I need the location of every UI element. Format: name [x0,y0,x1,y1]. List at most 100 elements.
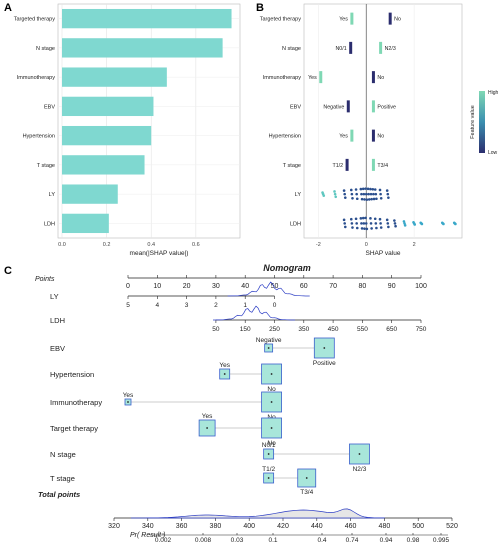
variable-tick-label: 650 [386,326,397,333]
points-tick-label: 40 [241,283,249,290]
feature-label: Targeted therapy [260,17,302,23]
probability-tick-label: 0.1 [268,537,277,544]
bar [62,96,154,117]
shap-point [350,222,354,225]
shap-point [393,219,396,222]
category-label: EBV [44,104,55,110]
shap-point [366,187,370,191]
feature-label: Immunotherapy [263,75,301,81]
shap-point [386,222,390,225]
level-dot [267,477,270,479]
variable-tick-label: 4 [155,302,159,309]
bar [62,67,167,87]
points-tick-label: 10 [153,283,161,290]
level-label: No [267,414,276,421]
shap-marker [345,158,349,171]
level-label: Negative [256,337,282,344]
shap-marker [388,12,392,25]
total-tick-label: 360 [176,523,188,530]
shap-point [370,197,373,201]
probability-label: Pr( Result ) [130,532,165,539]
level-label: Yes [219,362,230,369]
shap-point [359,217,363,220]
shap-point [370,227,373,230]
shap-group-label: Yes [339,134,348,140]
variable-tick-label: 750 [416,326,427,333]
shap-point [374,192,378,196]
plot-area [303,3,463,239]
level-label: T1/2 [262,466,275,473]
shap-point [442,222,445,226]
shap-point [385,189,389,192]
shap-point [355,226,359,230]
shap-point [374,222,378,225]
shap-group-label: No [394,17,401,23]
panel-label-a: A [4,2,12,14]
density-curve [227,281,310,297]
panel-label-b: B [256,2,264,14]
shap-point [342,189,346,192]
level-dot [358,453,361,455]
legend-colorbar [479,91,485,153]
total-density [130,508,385,519]
x-tick-label: 0.6 [192,242,200,248]
category-label: N stage [36,46,55,52]
total-tick-label: 340 [142,523,154,530]
shap-point [369,187,372,191]
probability-tick-label: 0.4 [317,537,326,544]
variable-tick-label: 150 [240,326,251,333]
probability-tick-label: 0.008 [195,537,212,544]
points-tick-label: 30 [212,283,220,290]
panel-label-c: C [4,265,12,277]
x-tick-label: 0.4 [147,242,155,248]
shap-marker [349,41,353,54]
x-tick-label: 0.2 [103,242,111,248]
feature-label: LY [295,192,302,198]
points-tick-label: 80 [359,283,367,290]
variable-tick-label: 0 [273,302,277,309]
level-label: N2/3 [353,466,367,473]
level-dot [267,453,270,455]
probability-tick-label: 0.995 [433,537,450,544]
shap-point [379,197,383,200]
shap-point [342,218,346,222]
feature-label: EBV [290,104,301,110]
shap-point [454,222,457,226]
shap-group-label: N2/3 [385,46,396,52]
level-label: Positive [313,360,336,367]
probability-tick-label: 0.002 [155,537,172,544]
level-dot [323,347,326,349]
shap-point [373,217,377,221]
variable-tick-label: 5 [126,302,130,309]
shap-marker [319,71,323,84]
shap-point [349,217,353,221]
level-dot [270,373,273,375]
shap-point [355,192,358,196]
shap-group-label: No [377,134,384,140]
shap-point [362,222,366,225]
variable-label: Hypertension [50,370,94,379]
variable-label: LY [50,292,59,301]
shap-group-label: Yes [308,75,317,81]
panel-b-shap-beeswarm: -2 0 2 Targeted therapy Yes No N stage N0/1 N2/3… [260,3,499,257]
points-tick-label: 0 [126,283,130,290]
bar [62,38,223,58]
bar [62,213,109,234]
x-axis-label: SHAP value [366,250,401,257]
shap-point [359,187,363,191]
shap-point [379,192,382,196]
variable-label: Target therapy [50,424,98,433]
shap-point [369,217,372,220]
shap-point [375,226,378,230]
shap-group-label: Negative [323,104,344,110]
shap-point [362,192,366,196]
shap-point [363,198,366,201]
shap-point [375,197,378,201]
panel-a-bar-chart: 0.0 0.2 0.4 0.6 Targeted therapy N stage Immun… [14,3,241,257]
legend-title: Feature value [470,105,476,139]
probability-tick-label: 0.94 [380,537,393,544]
variable-label: EBV [50,344,65,353]
level-label: N0/1 [262,442,276,449]
